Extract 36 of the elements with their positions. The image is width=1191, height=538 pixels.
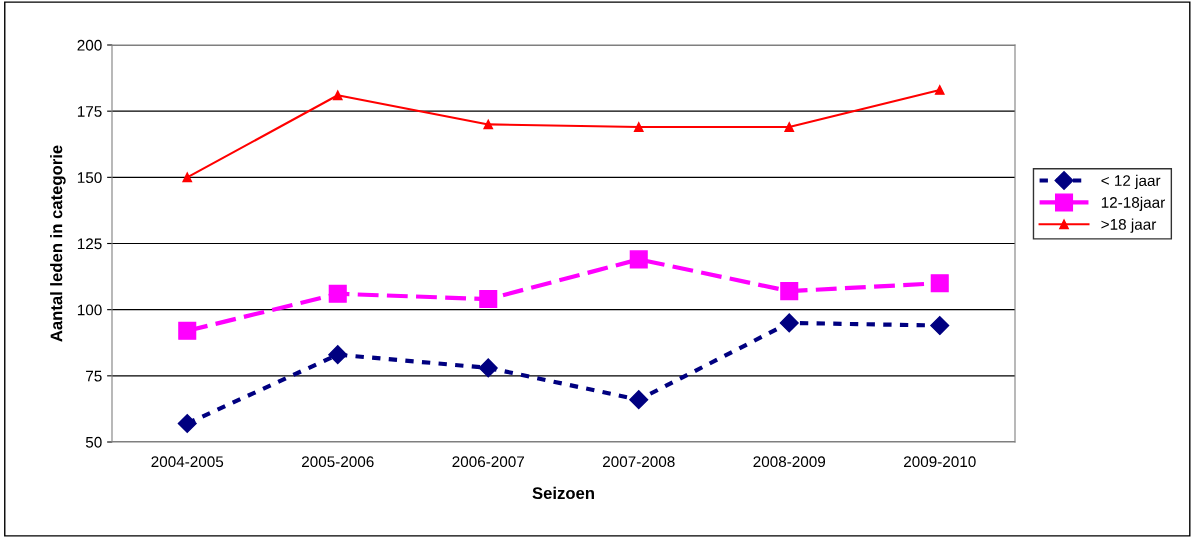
point (182, 172, 193, 183)
y-tick-label: 75 (86, 370, 102, 382)
point (328, 284, 347, 303)
point (177, 413, 197, 434)
y-tick-label: 125 (77, 238, 102, 250)
y-tick-label: 100 (77, 304, 102, 316)
y-tick-label: 175 (77, 106, 102, 117)
legend-label: 12-18jaar (1101, 196, 1165, 211)
x-axis-title: Seizoen (532, 486, 594, 500)
point (934, 85, 945, 95)
y-tick-label: 50 (85, 436, 102, 448)
legend-label: < 12 jaar (1101, 174, 1161, 190)
point (633, 122, 644, 132)
y-tick-label: 150 (77, 172, 102, 184)
point (479, 290, 498, 309)
point (784, 122, 795, 132)
x-tick-label: 2006-2007 (452, 456, 525, 468)
x-tick-label: 2005-2006 (301, 456, 374, 468)
point (779, 313, 799, 333)
point (483, 119, 494, 130)
point (178, 321, 197, 340)
y-axis-title: Aantal leden in categorie (50, 145, 66, 342)
x-tick-label: 2008-2009 (753, 456, 826, 468)
point (332, 90, 343, 101)
point (930, 274, 949, 293)
point (780, 282, 799, 301)
point (930, 316, 950, 336)
point (478, 358, 498, 378)
point (328, 345, 348, 365)
x-tick-label: 2009-2010 (903, 456, 976, 468)
x-tick-label: 2004-2005 (151, 456, 224, 468)
point (629, 250, 648, 269)
point (629, 390, 649, 410)
y-tick-label: 200 (77, 39, 102, 51)
x-tick-label: 2007-2008 (602, 456, 675, 468)
legend-label: >18 jaar (1101, 218, 1157, 233)
